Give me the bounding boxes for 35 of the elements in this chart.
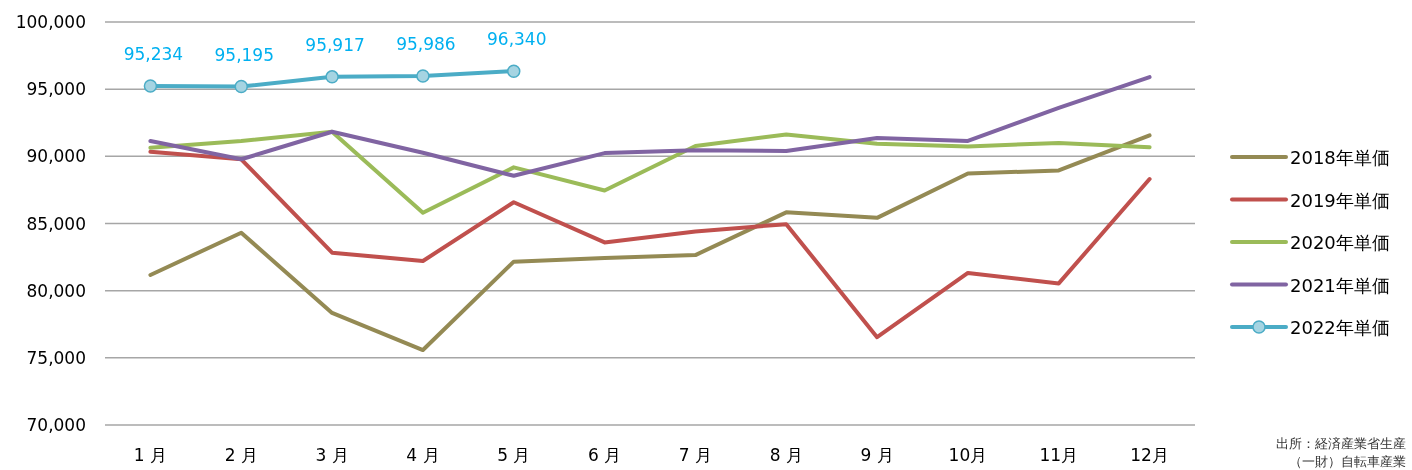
y-tick-label: 100,000	[15, 12, 86, 32]
point	[143, 79, 158, 93]
x-tick-label: 10月	[948, 445, 988, 465]
y-tick-label: 70,000	[26, 415, 86, 435]
x-tick-label: 2 月	[224, 445, 258, 465]
x-tick-label: 5 月	[497, 445, 531, 465]
x-tick-label: 6 月	[587, 445, 622, 465]
point	[234, 79, 248, 94]
y-tick-label: 90,000	[26, 146, 86, 167]
data-label: 95,986	[396, 33, 456, 54]
x-tick-label: 7 月	[678, 445, 713, 465]
x-tick-label: 4 月	[406, 445, 440, 465]
point	[507, 64, 521, 78]
y-tick-label: 85,000	[26, 213, 86, 234]
legend-label: 2020年単価	[1290, 232, 1390, 253]
data-label: 95,917	[305, 34, 365, 55]
data-label: 96,340	[487, 29, 547, 50]
y-tick-label: 75,000	[26, 347, 86, 368]
x-tick-label: 9 月	[860, 445, 894, 465]
x-tick-label: 11月	[1039, 445, 1079, 465]
point	[325, 70, 339, 84]
data-label: 95,234	[123, 44, 184, 65]
annotations: 出所：経済産業省生産 （一財）自転車産業	[1276, 436, 1406, 469]
x-tick-label: 8 月	[769, 445, 803, 465]
legend-label: 2018年単価	[1290, 147, 1390, 168]
legend-label: 2019年単価	[1290, 189, 1390, 211]
point	[416, 69, 430, 83]
y-tick-label: 80,000	[26, 280, 86, 301]
legend-label: 2021年単価	[1290, 274, 1390, 296]
x-tick-label: 1 月	[133, 445, 168, 465]
y-tick-label: 95,000	[26, 79, 86, 100]
x-tick-label: 12月	[1130, 445, 1169, 465]
data-label: 95,195	[214, 44, 274, 65]
legend-label: 2022年単価	[1290, 317, 1390, 338]
x-tick-label: 3 月	[315, 445, 349, 465]
